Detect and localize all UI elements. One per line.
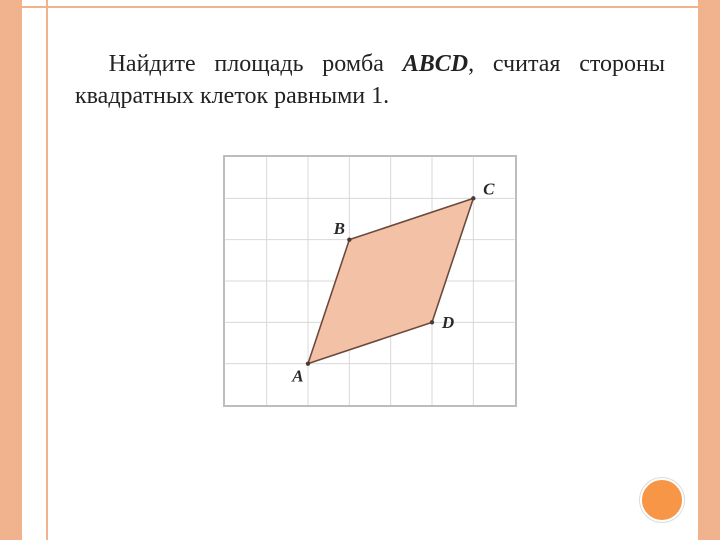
- frame-top-rule: [22, 6, 698, 8]
- vertex-A: [306, 361, 310, 365]
- figure-wrap: A B C D: [75, 155, 665, 407]
- vertex-label-A: A: [291, 366, 303, 385]
- slide-content: Найдите площадь ромба ABCD, считая сторо…: [75, 48, 665, 407]
- problem-text-before: Найдите площадь ромба: [109, 51, 403, 77]
- problem-emph: ABCD: [403, 51, 468, 77]
- problem-text: Найдите площадь ромба ABCD, считая сторо…: [75, 48, 665, 113]
- frame-left-inner-gap: [22, 0, 48, 540]
- rhombus-grid-figure: A B C D: [223, 155, 517, 407]
- vertex-label-C: C: [483, 179, 495, 198]
- frame-left-bar: [0, 0, 22, 540]
- vertex-D: [430, 320, 434, 324]
- frame-right-bar: [698, 0, 720, 540]
- vertex-C: [471, 196, 475, 200]
- vertex-label-D: D: [441, 313, 454, 332]
- vertex-label-B: B: [333, 219, 345, 238]
- vertex-B: [347, 237, 351, 241]
- next-slide-dot[interactable]: [640, 478, 684, 522]
